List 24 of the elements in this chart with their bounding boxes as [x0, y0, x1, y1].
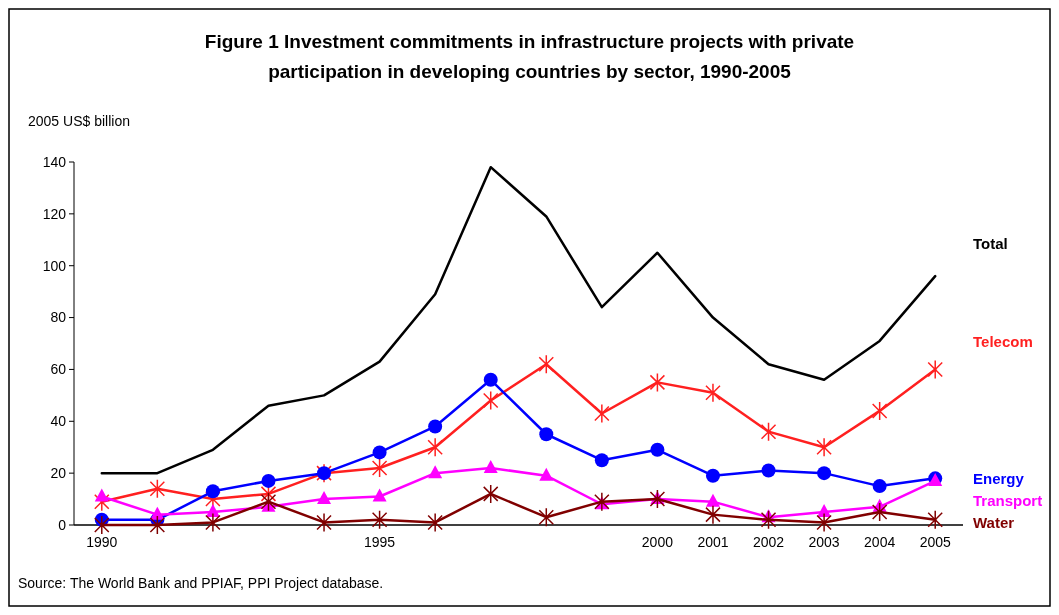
source-note: Source: The World Bank and PPIAF, PPI Project database. — [18, 575, 384, 591]
y-axis-title: 2005 US$ billion — [28, 113, 130, 129]
chart-title: Figure 1 Investment commitments in infrastructure projects with private participation in developing countries by sector, 1990-2005 — [204, 31, 855, 82]
y-tick-label: 140 — [42, 153, 67, 170]
text: Water — [973, 513, 1015, 531]
x-tick-label: 1995 — [364, 534, 396, 550]
y-tick-label: 0 — [58, 516, 67, 533]
y-tick-label: 80 — [50, 309, 67, 326]
x-tick-label: 2003 — [808, 534, 840, 550]
y-tick-label: 60 — [50, 361, 67, 378]
x-tick-label: 2002 — [752, 534, 785, 550]
y-tick-label: 120 — [42, 205, 67, 222]
x-tick-label: 1990 — [86, 534, 118, 550]
text: Energy — [973, 469, 1025, 487]
y-tick-label: 40 — [50, 413, 67, 430]
x-tick-label: 2005 — [919, 534, 951, 550]
y-tick-label: 100 — [42, 257, 67, 274]
x-tick-label: 2004 — [864, 534, 896, 550]
x-tick-label: 2001 — [697, 534, 729, 550]
text: Transport — [973, 491, 1043, 509]
x-tick-label: 2000 — [641, 534, 674, 550]
text: Total — [973, 235, 1008, 253]
y-tick-label: 20 — [50, 465, 67, 482]
text: Telecom — [973, 332, 1033, 350]
